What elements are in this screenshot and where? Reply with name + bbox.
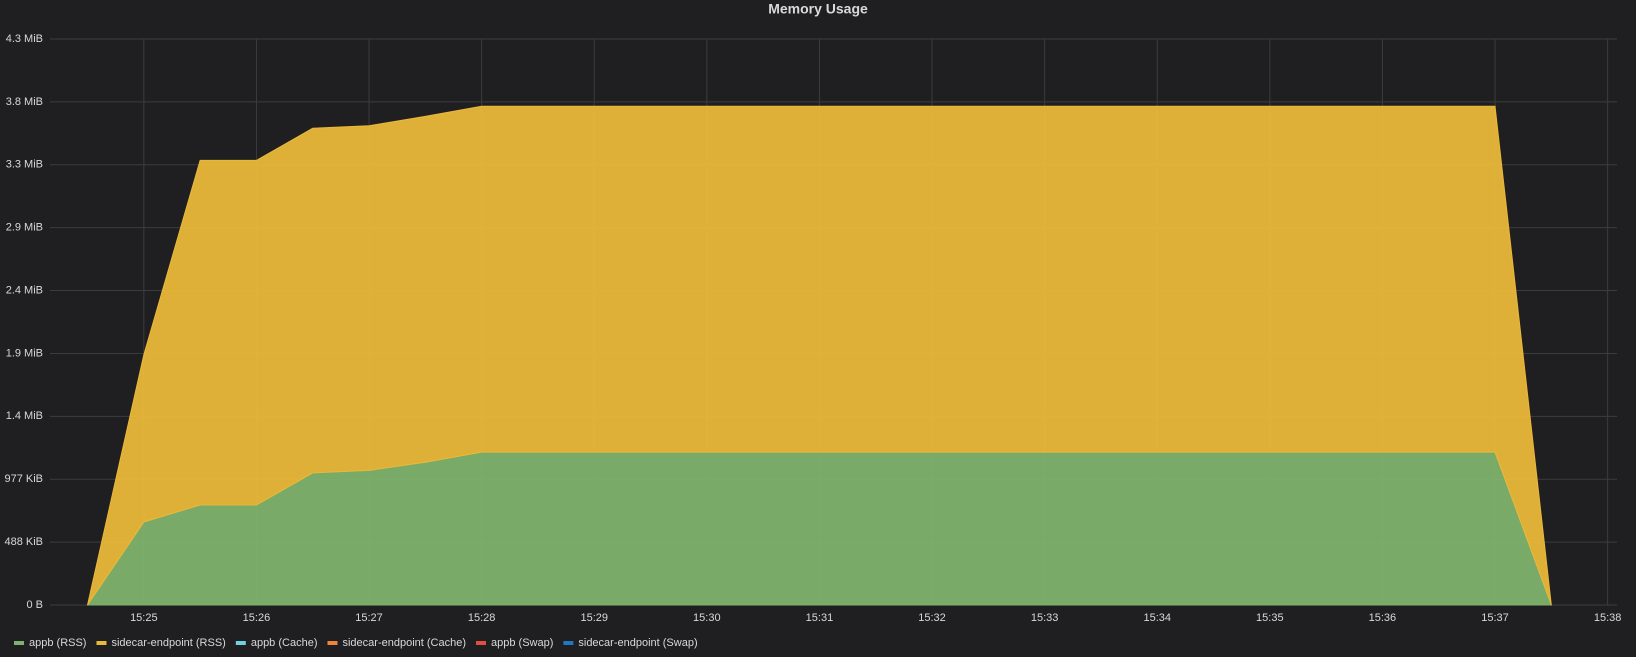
x-tick-label: 15:25 xyxy=(130,612,158,624)
legend-label: appb (RSS) xyxy=(29,637,86,649)
x-tick-label: 15:37 xyxy=(1481,612,1509,624)
legend-label: appb (Swap) xyxy=(491,637,553,649)
y-tick-label: 4.3 MiB xyxy=(6,33,43,45)
x-tick-label: 15:28 xyxy=(468,612,496,624)
x-tick-label: 15:30 xyxy=(693,612,721,624)
y-tick-label: 1.4 MiB xyxy=(6,410,43,422)
x-tick-label: 15:36 xyxy=(1369,612,1397,624)
legend-label: appb (Cache) xyxy=(251,637,318,649)
y-tick-label: 977 KiB xyxy=(4,473,43,485)
y-tick-label: 488 KiB xyxy=(4,536,43,548)
x-tick-label: 15:33 xyxy=(1031,612,1059,624)
y-tick-label: 1.9 MiB xyxy=(6,347,43,359)
area xyxy=(87,105,1552,606)
x-tick-label: 15:29 xyxy=(580,612,608,624)
x-tick-label: 15:31 xyxy=(806,612,834,624)
y-tick-label: 3.8 MiB xyxy=(6,96,43,108)
y-tick-label: 0 B xyxy=(26,599,43,611)
x-tick-label: 15:35 xyxy=(1256,612,1284,624)
y-tick-label: 2.9 MiB xyxy=(6,222,43,234)
y-tick-label: 3.3 MiB xyxy=(6,159,43,171)
legend-label: sidecar-endpoint (Swap) xyxy=(578,637,697,649)
x-tick-label: 15:38 xyxy=(1594,612,1622,624)
x-tick-label: 15:34 xyxy=(1143,612,1171,624)
legend-label: sidecar-endpoint (Cache) xyxy=(342,637,466,649)
x-tick-label: 15:27 xyxy=(355,612,383,624)
x-tick-label: 15:26 xyxy=(243,612,271,624)
y-tick-label: 2.4 MiB xyxy=(6,284,43,296)
chart-title: Memory Usage xyxy=(768,1,868,17)
legend-label: sidecar-endpoint (RSS) xyxy=(111,637,225,649)
x-tick-label: 15:32 xyxy=(918,612,946,624)
